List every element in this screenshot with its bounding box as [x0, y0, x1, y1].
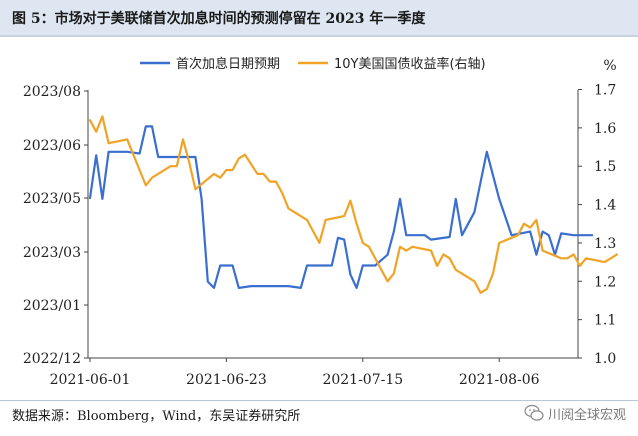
- right-tick-label: 1.6: [594, 121, 616, 137]
- footer-divider: [0, 400, 638, 401]
- source-note: 数据来源：Bloomberg，Wind，东吴证券研究所: [12, 409, 301, 424]
- right-tick-label: 1.3: [594, 236, 616, 252]
- right-tick-label: 1.7: [594, 83, 616, 99]
- left-tick-label: 2023/03: [23, 245, 81, 261]
- watermark: 川阅全球宏观: [524, 403, 626, 423]
- right-tick-label: 1.4: [594, 198, 616, 214]
- x-tick-label: 2021-06-01: [50, 372, 131, 388]
- chart-axes: 2022/12 2023/01 2023/03 2023/05 2023/06 2023/…: [23, 58, 617, 388]
- right-tick-label: 1.1: [594, 313, 616, 329]
- left-tick-label: 2023/08: [23, 84, 81, 100]
- left-tick-label: 2023/06: [23, 138, 81, 154]
- legend-label-1: 首次加息日期预期: [176, 56, 280, 72]
- left-tick-label: 2023/01: [23, 298, 81, 314]
- left-tick-label: 2023/05: [23, 191, 81, 207]
- x-tick-label: 2021-06-23: [186, 372, 267, 388]
- title-bar: 图 5：市场对于美联储首次加息时间的预测停留在 2023 年一季度: [0, 0, 638, 37]
- right-tick-label: 1.0: [594, 351, 616, 367]
- x-tick-label: 2021-08-06: [459, 372, 540, 388]
- x-tick-label: 2021-07-15: [322, 372, 403, 388]
- chart-legend: 首次加息日期预期 10Y美国国债收益率(右轴): [140, 56, 486, 72]
- right-tick-label: 1.2: [594, 274, 616, 290]
- chart-series: [88, 115, 619, 294]
- series-line-2: [88, 115, 619, 294]
- figure-title: 图 5：市场对于美联储首次加息时间的预测停留在 2023 年一季度: [12, 11, 426, 27]
- series-line-1: [88, 125, 594, 289]
- watermark-text: 川阅全球宏观: [547, 407, 626, 423]
- right-axis-unit: %: [603, 58, 616, 74]
- right-tick-label: 1.5: [594, 159, 616, 175]
- wechat-icon: [524, 404, 544, 421]
- left-tick-label: 2022/12: [23, 351, 81, 367]
- legend-label-2: 10Y美国国债收益率(右轴): [334, 56, 486, 72]
- chart: 2022/12 2023/01 2023/03 2023/05 2023/06 2023/…: [23, 56, 619, 388]
